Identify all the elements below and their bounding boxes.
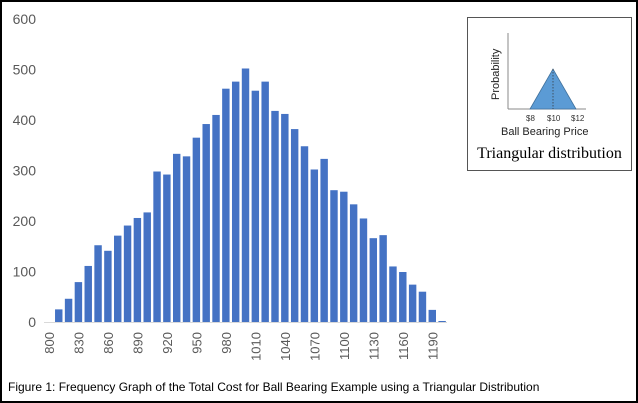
bar-960 bbox=[202, 124, 210, 322]
x-tick-label: 1160 bbox=[396, 332, 411, 360]
inset-chart: Probability $8 $10 $12 Ball Bearing Pric… bbox=[490, 33, 588, 138]
bar-910 bbox=[153, 171, 161, 322]
bar-820 bbox=[64, 298, 73, 322]
inset-tick-10: $10 bbox=[547, 114, 561, 123]
bar-1110 bbox=[349, 204, 358, 322]
x-tick-label: 830 bbox=[71, 332, 86, 354]
bar-1120 bbox=[359, 218, 368, 322]
bar-850 bbox=[94, 245, 102, 322]
x-tick-label: 860 bbox=[101, 332, 116, 354]
bar-920 bbox=[163, 174, 171, 322]
bar-870 bbox=[114, 235, 122, 322]
bar-1060 bbox=[300, 146, 309, 322]
x-tick-label: 920 bbox=[160, 332, 175, 354]
bar-1200 bbox=[438, 320, 446, 322]
y-tick-label: 200 bbox=[13, 213, 37, 229]
inset-xlabel: Ball Bearing Price bbox=[501, 126, 588, 138]
inset-ylabel: Probability bbox=[490, 48, 502, 100]
bar-880 bbox=[123, 225, 132, 322]
y-tick-label: 0 bbox=[28, 314, 36, 330]
bar-860 bbox=[104, 250, 112, 322]
bar-1180 bbox=[418, 291, 427, 322]
bar-1000 bbox=[241, 68, 250, 323]
x-tick-label: 1130 bbox=[366, 332, 381, 360]
x-tick-label: 1070 bbox=[307, 332, 322, 361]
bar-940 bbox=[182, 156, 191, 322]
x-tick-label: 800 bbox=[42, 332, 57, 354]
bar-980 bbox=[222, 88, 230, 322]
inset-tick-12: $12 bbox=[571, 114, 585, 123]
x-tick-label: 1040 bbox=[278, 332, 293, 361]
y-tick-label: 400 bbox=[13, 112, 37, 128]
figure-caption: Figure 1: Frequency Graph of the Total C… bbox=[8, 380, 540, 394]
bar-1050 bbox=[290, 129, 299, 322]
inset-tick-8: $8 bbox=[526, 114, 535, 123]
x-tick-label: 980 bbox=[219, 332, 234, 354]
y-tick-label: 100 bbox=[13, 264, 37, 280]
triangular-distribution-inset: Probability $8 $10 $12 Ball Bearing Pric… bbox=[467, 17, 632, 171]
bar-1100 bbox=[340, 191, 348, 322]
bar-1160 bbox=[399, 272, 407, 322]
y-tick-label: 300 bbox=[13, 163, 37, 179]
bar-1080 bbox=[320, 158, 328, 322]
y-tick-label: 500 bbox=[13, 62, 37, 78]
x-tick-label: 1010 bbox=[248, 332, 263, 361]
y-tick-label: 600 bbox=[13, 11, 37, 27]
bar-1170 bbox=[408, 284, 417, 322]
bar-1140 bbox=[379, 235, 387, 322]
bar-1020 bbox=[261, 81, 269, 323]
bar-1090 bbox=[330, 190, 338, 322]
bar-1040 bbox=[281, 113, 289, 322]
bar-1030 bbox=[271, 110, 279, 322]
bar-1190 bbox=[428, 309, 436, 322]
inset-title: Triangular distribution bbox=[477, 145, 622, 162]
x-tick-label: 1190 bbox=[425, 332, 440, 360]
bar-890 bbox=[133, 217, 142, 322]
frequency-chart: 0 100 200 300 400 500 600 800 830 860 890 920 950 98… bbox=[13, 11, 447, 361]
bar-970 bbox=[212, 114, 220, 322]
bar-1070 bbox=[310, 169, 319, 322]
x-tick-label: 1100 bbox=[337, 332, 352, 360]
bar-1150 bbox=[389, 266, 397, 322]
bar-930 bbox=[172, 153, 181, 322]
bar-950 bbox=[192, 137, 201, 322]
bar-840 bbox=[84, 265, 92, 322]
bar-1130 bbox=[369, 238, 378, 322]
bar-990 bbox=[231, 81, 240, 323]
x-tick-label: 890 bbox=[130, 332, 145, 354]
bar-900 bbox=[143, 212, 151, 322]
bar-1010 bbox=[251, 90, 260, 323]
bar-810 bbox=[55, 309, 63, 322]
bar-830 bbox=[74, 282, 83, 322]
x-tick-label: 950 bbox=[189, 332, 204, 354]
